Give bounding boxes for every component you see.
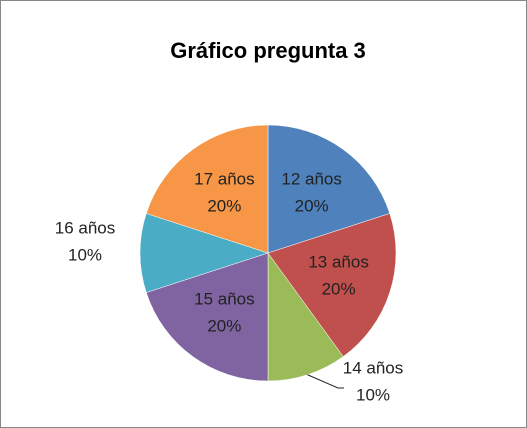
pie-slice bbox=[145, 252, 269, 382]
slice-category-label: 15 años bbox=[194, 290, 255, 309]
pie-slice bbox=[145, 124, 269, 254]
slice-category-label: 17 años bbox=[194, 169, 255, 188]
pie-slice bbox=[267, 213, 397, 357]
pie-slice bbox=[267, 252, 344, 382]
slice-value-label: 20% bbox=[207, 196, 241, 215]
chart-title: Gráfico pregunta 3 bbox=[170, 38, 366, 63]
slice-value-label: 20% bbox=[295, 196, 329, 215]
slice-category-label: 16 años bbox=[55, 218, 116, 237]
leader-line bbox=[307, 374, 344, 389]
slice-category-label: 12 años bbox=[281, 169, 342, 188]
slice-value-label: 10% bbox=[68, 245, 102, 264]
slice-value-label: 20% bbox=[207, 317, 241, 336]
pie-slice bbox=[139, 213, 269, 293]
slice-value-label: 20% bbox=[322, 279, 356, 298]
pie-slice bbox=[267, 124, 391, 254]
slice-category-label: 14 años bbox=[343, 358, 404, 377]
slice-value-label: 10% bbox=[356, 385, 390, 404]
slice-category-label: 13 años bbox=[308, 252, 369, 271]
